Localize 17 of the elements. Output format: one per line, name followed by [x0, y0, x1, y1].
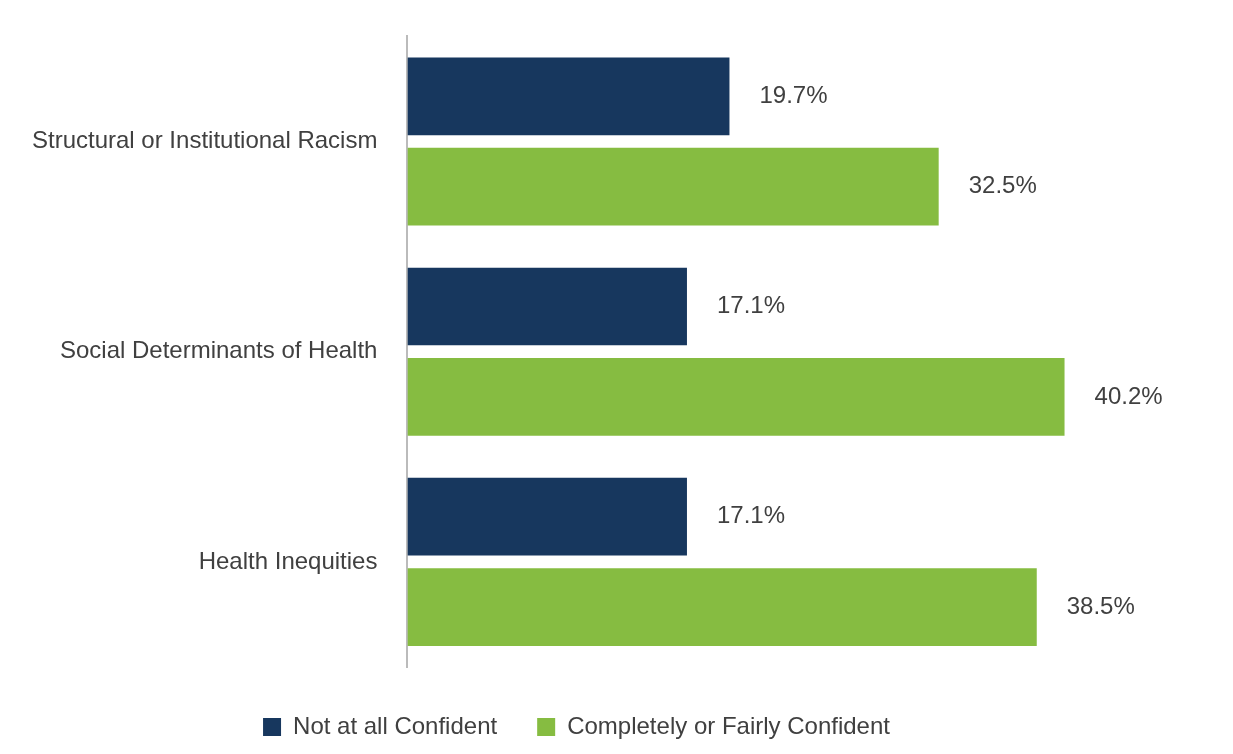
bar: [407, 358, 1065, 436]
bar: [407, 57, 730, 136]
data-label: 17.1%: [716, 501, 786, 529]
y-tick-label: Structural or Institutional Racism: [31, 126, 378, 154]
bar: [407, 568, 1037, 646]
data-label: 17.1%: [716, 291, 786, 319]
bar: [407, 477, 687, 556]
legend-label: Completely or Fairly Confident: [567, 711, 891, 739]
y-tick-label: Health Inequities: [198, 546, 378, 574]
data-label: 19.7%: [759, 80, 828, 108]
bar: [407, 267, 687, 346]
data-label: 38.5%: [1066, 591, 1135, 619]
data-label: 40.2%: [1094, 381, 1163, 409]
bar: [407, 147, 939, 226]
data-label: 32.5%: [968, 171, 1037, 199]
y-tick-label: Social Determinants of Health: [59, 336, 378, 364]
legend-label: Not at all Confident: [293, 711, 498, 739]
